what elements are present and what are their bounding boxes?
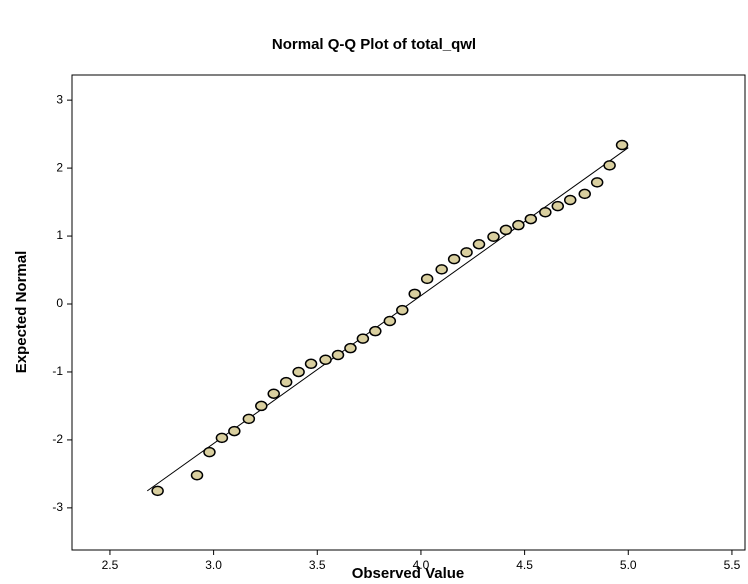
point xyxy=(215,432,229,444)
x-tick-label: 4.5 xyxy=(516,558,533,572)
x-axis-label: Observed Value xyxy=(352,565,465,582)
point xyxy=(435,264,448,275)
point xyxy=(408,288,421,300)
point xyxy=(590,177,604,188)
point xyxy=(331,349,345,361)
x-tick-label: 2.5 xyxy=(102,558,119,572)
point xyxy=(383,315,397,327)
y-tick-label: -2 xyxy=(52,432,63,446)
point xyxy=(203,446,216,458)
point xyxy=(578,188,591,200)
point xyxy=(563,194,577,206)
point xyxy=(255,400,268,412)
plot-frame xyxy=(71,74,746,551)
y-tick-label: 1 xyxy=(56,228,63,242)
y-axis-label: Expected Normal xyxy=(13,251,30,374)
x-tick-label: 3.5 xyxy=(309,558,326,572)
point xyxy=(603,160,616,171)
chart-title: Normal Q-Q Plot of total_qwl xyxy=(272,36,476,53)
x-tick-label: 4.0 xyxy=(413,558,430,572)
y-tick-label: 0 xyxy=(56,296,63,310)
point xyxy=(292,366,305,378)
point xyxy=(447,253,461,265)
point xyxy=(615,139,629,151)
point xyxy=(539,207,552,218)
point xyxy=(279,376,293,388)
point xyxy=(487,231,500,242)
point xyxy=(499,224,513,236)
x-tick-label: 5.0 xyxy=(620,558,637,572)
point xyxy=(551,200,565,212)
x-tick-label: 5.5 xyxy=(724,558,741,572)
point xyxy=(460,247,473,258)
x-tick-label: 3.0 xyxy=(205,558,222,572)
point xyxy=(190,470,204,481)
y-tick-label: -3 xyxy=(52,500,63,514)
point xyxy=(512,219,525,231)
point xyxy=(472,238,486,250)
point xyxy=(151,485,164,497)
y-tick-label: 2 xyxy=(56,160,63,174)
point xyxy=(396,304,409,316)
point xyxy=(369,325,382,337)
point xyxy=(242,413,256,425)
point xyxy=(319,354,332,365)
point xyxy=(420,273,434,285)
point xyxy=(344,342,357,354)
point xyxy=(524,213,538,225)
point xyxy=(356,333,370,344)
point xyxy=(228,425,241,437)
point xyxy=(267,388,280,399)
point xyxy=(304,358,318,370)
y-tick-label: 3 xyxy=(56,92,63,106)
y-tick-label: -1 xyxy=(52,364,63,378)
